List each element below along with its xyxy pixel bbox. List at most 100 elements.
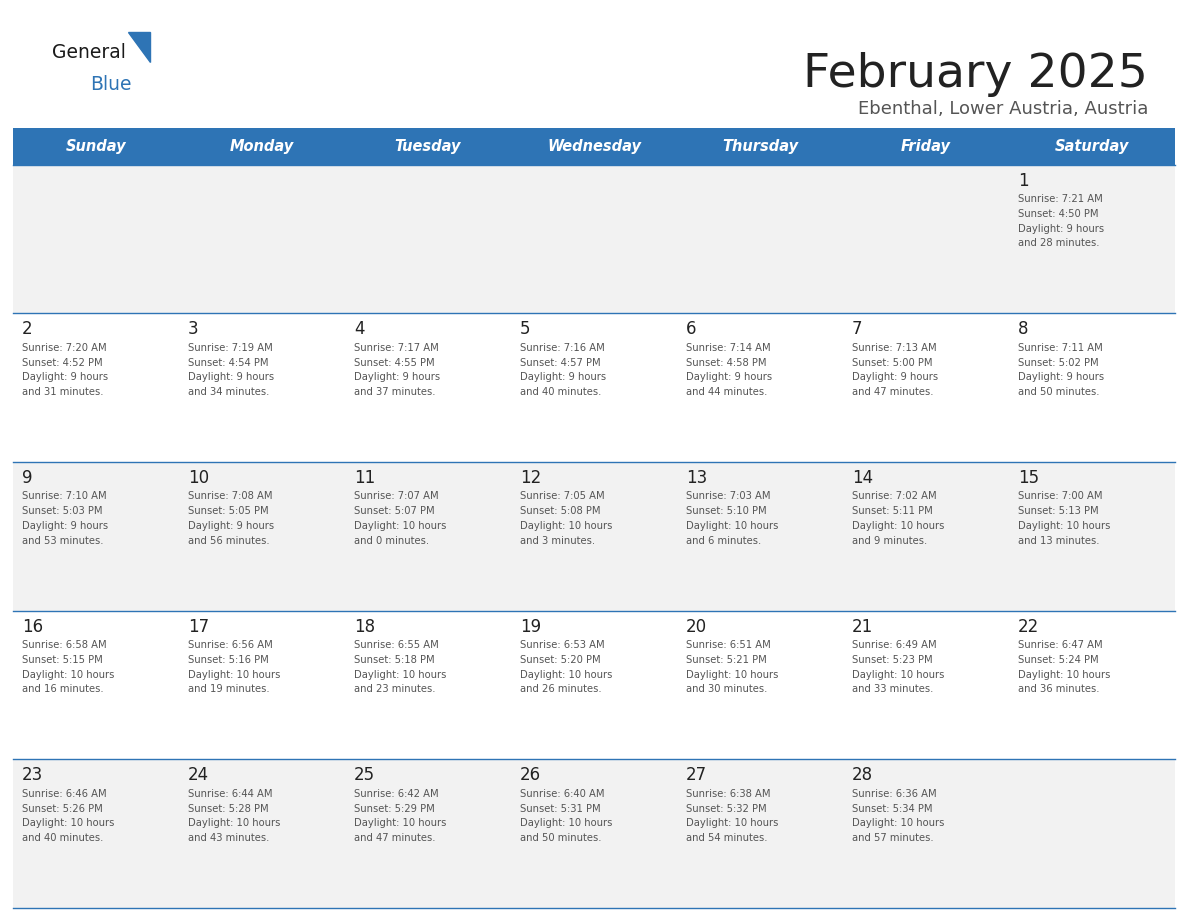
Text: Sunset: 5:24 PM: Sunset: 5:24 PM — [1018, 655, 1099, 665]
Text: and 19 minutes.: and 19 minutes. — [188, 685, 270, 695]
Text: Daylight: 9 hours: Daylight: 9 hours — [23, 521, 108, 531]
Text: Daylight: 10 hours: Daylight: 10 hours — [23, 819, 114, 828]
Text: February 2025: February 2025 — [803, 52, 1148, 97]
Text: 25: 25 — [354, 767, 375, 784]
Text: Sunset: 5:00 PM: Sunset: 5:00 PM — [852, 357, 933, 367]
Bar — [13, 128, 1175, 164]
Text: Sunrise: 6:56 AM: Sunrise: 6:56 AM — [188, 640, 273, 650]
Text: Daylight: 10 hours: Daylight: 10 hours — [520, 521, 612, 531]
Text: and 44 minutes.: and 44 minutes. — [685, 387, 767, 397]
Text: 6: 6 — [685, 320, 696, 338]
Text: and 57 minutes.: and 57 minutes. — [852, 834, 934, 844]
Text: Sunrise: 6:40 AM: Sunrise: 6:40 AM — [520, 789, 605, 799]
Text: Sunset: 5:08 PM: Sunset: 5:08 PM — [520, 506, 600, 516]
Text: Sunrise: 7:05 AM: Sunrise: 7:05 AM — [520, 491, 605, 501]
Text: Sunset: 4:50 PM: Sunset: 4:50 PM — [1018, 208, 1099, 218]
Text: 24: 24 — [188, 767, 209, 784]
Text: and 43 minutes.: and 43 minutes. — [188, 834, 270, 844]
Text: Sunset: 5:16 PM: Sunset: 5:16 PM — [188, 655, 268, 665]
Text: Sunrise: 6:44 AM: Sunrise: 6:44 AM — [188, 789, 272, 799]
Text: Daylight: 10 hours: Daylight: 10 hours — [1018, 670, 1111, 679]
Text: Daylight: 9 hours: Daylight: 9 hours — [188, 521, 274, 531]
Text: Sunrise: 6:51 AM: Sunrise: 6:51 AM — [685, 640, 771, 650]
Text: 26: 26 — [520, 767, 541, 784]
Text: Sunset: 5:13 PM: Sunset: 5:13 PM — [1018, 506, 1099, 516]
Text: Sunset: 5:28 PM: Sunset: 5:28 PM — [188, 803, 268, 813]
Text: Daylight: 10 hours: Daylight: 10 hours — [354, 819, 447, 828]
Text: Sunrise: 6:47 AM: Sunrise: 6:47 AM — [1018, 640, 1102, 650]
Text: 13: 13 — [685, 469, 707, 487]
Text: 14: 14 — [852, 469, 873, 487]
Text: and 23 minutes.: and 23 minutes. — [354, 685, 436, 695]
Bar — [13, 462, 1175, 610]
Text: Sunset: 4:54 PM: Sunset: 4:54 PM — [188, 357, 268, 367]
Text: Sunset: 4:57 PM: Sunset: 4:57 PM — [520, 357, 601, 367]
Text: Daylight: 10 hours: Daylight: 10 hours — [354, 670, 447, 679]
Text: Sunrise: 6:42 AM: Sunrise: 6:42 AM — [354, 789, 438, 799]
Text: Daylight: 10 hours: Daylight: 10 hours — [520, 819, 612, 828]
Text: 21: 21 — [852, 618, 873, 635]
Text: Sunrise: 7:11 AM: Sunrise: 7:11 AM — [1018, 342, 1102, 353]
Text: Daylight: 10 hours: Daylight: 10 hours — [685, 670, 778, 679]
Text: Sunrise: 6:49 AM: Sunrise: 6:49 AM — [852, 640, 936, 650]
Text: 15: 15 — [1018, 469, 1040, 487]
Text: Daylight: 9 hours: Daylight: 9 hours — [852, 373, 939, 382]
Text: 11: 11 — [354, 469, 375, 487]
Text: Daylight: 10 hours: Daylight: 10 hours — [520, 670, 612, 679]
Text: Sunrise: 6:46 AM: Sunrise: 6:46 AM — [23, 789, 107, 799]
Text: Sunset: 5:11 PM: Sunset: 5:11 PM — [852, 506, 933, 516]
Text: Sunrise: 7:03 AM: Sunrise: 7:03 AM — [685, 491, 771, 501]
Text: Sunset: 5:02 PM: Sunset: 5:02 PM — [1018, 357, 1099, 367]
Text: Blue: Blue — [90, 75, 132, 94]
Text: 5: 5 — [520, 320, 531, 338]
Bar — [13, 164, 1175, 313]
Text: Sunrise: 7:08 AM: Sunrise: 7:08 AM — [188, 491, 272, 501]
Text: Daylight: 10 hours: Daylight: 10 hours — [1018, 521, 1111, 531]
Text: 18: 18 — [354, 618, 375, 635]
Text: Daylight: 9 hours: Daylight: 9 hours — [520, 373, 606, 382]
Text: Sunrise: 7:13 AM: Sunrise: 7:13 AM — [852, 342, 936, 353]
Text: and 40 minutes.: and 40 minutes. — [23, 834, 103, 844]
Text: Sunset: 5:32 PM: Sunset: 5:32 PM — [685, 803, 766, 813]
Text: Ebenthal, Lower Austria, Austria: Ebenthal, Lower Austria, Austria — [858, 100, 1148, 118]
Text: and 53 minutes.: and 53 minutes. — [23, 536, 103, 546]
Text: and 9 minutes.: and 9 minutes. — [852, 536, 928, 546]
Text: Sunrise: 7:14 AM: Sunrise: 7:14 AM — [685, 342, 771, 353]
Text: 12: 12 — [520, 469, 542, 487]
Text: General: General — [52, 43, 126, 62]
Text: Saturday: Saturday — [1055, 139, 1129, 153]
Text: Sunset: 5:07 PM: Sunset: 5:07 PM — [354, 506, 435, 516]
Text: Sunrise: 6:58 AM: Sunrise: 6:58 AM — [23, 640, 107, 650]
Text: 2: 2 — [23, 320, 32, 338]
Text: Daylight: 10 hours: Daylight: 10 hours — [852, 819, 944, 828]
Text: 19: 19 — [520, 618, 541, 635]
Text: Sunset: 5:34 PM: Sunset: 5:34 PM — [852, 803, 933, 813]
Text: Sunset: 5:03 PM: Sunset: 5:03 PM — [23, 506, 102, 516]
Text: Daylight: 10 hours: Daylight: 10 hours — [23, 670, 114, 679]
Text: and 28 minutes.: and 28 minutes. — [1018, 239, 1100, 249]
Text: Sunrise: 7:16 AM: Sunrise: 7:16 AM — [520, 342, 605, 353]
Text: and 30 minutes.: and 30 minutes. — [685, 685, 767, 695]
Text: and 40 minutes.: and 40 minutes. — [520, 387, 601, 397]
Text: Daylight: 9 hours: Daylight: 9 hours — [1018, 373, 1104, 382]
Text: Sunrise: 6:55 AM: Sunrise: 6:55 AM — [354, 640, 438, 650]
Text: 28: 28 — [852, 767, 873, 784]
Text: Sunset: 5:29 PM: Sunset: 5:29 PM — [354, 803, 435, 813]
Text: and 47 minutes.: and 47 minutes. — [852, 387, 934, 397]
Text: Sunrise: 7:10 AM: Sunrise: 7:10 AM — [23, 491, 107, 501]
Text: Sunset: 5:15 PM: Sunset: 5:15 PM — [23, 655, 102, 665]
Text: Tuesday: Tuesday — [394, 139, 461, 153]
Text: 20: 20 — [685, 618, 707, 635]
Text: and 3 minutes.: and 3 minutes. — [520, 536, 595, 546]
Text: and 37 minutes.: and 37 minutes. — [354, 387, 436, 397]
Text: Sunset: 5:26 PM: Sunset: 5:26 PM — [23, 803, 102, 813]
Text: Daylight: 10 hours: Daylight: 10 hours — [188, 670, 280, 679]
Text: Thursday: Thursday — [722, 139, 798, 153]
Bar — [13, 759, 1175, 908]
Text: Sunset: 4:58 PM: Sunset: 4:58 PM — [685, 357, 766, 367]
Text: Daylight: 10 hours: Daylight: 10 hours — [852, 670, 944, 679]
Text: Daylight: 9 hours: Daylight: 9 hours — [354, 373, 440, 382]
Text: and 6 minutes.: and 6 minutes. — [685, 536, 762, 546]
Bar — [13, 610, 1175, 759]
Text: Daylight: 10 hours: Daylight: 10 hours — [852, 521, 944, 531]
